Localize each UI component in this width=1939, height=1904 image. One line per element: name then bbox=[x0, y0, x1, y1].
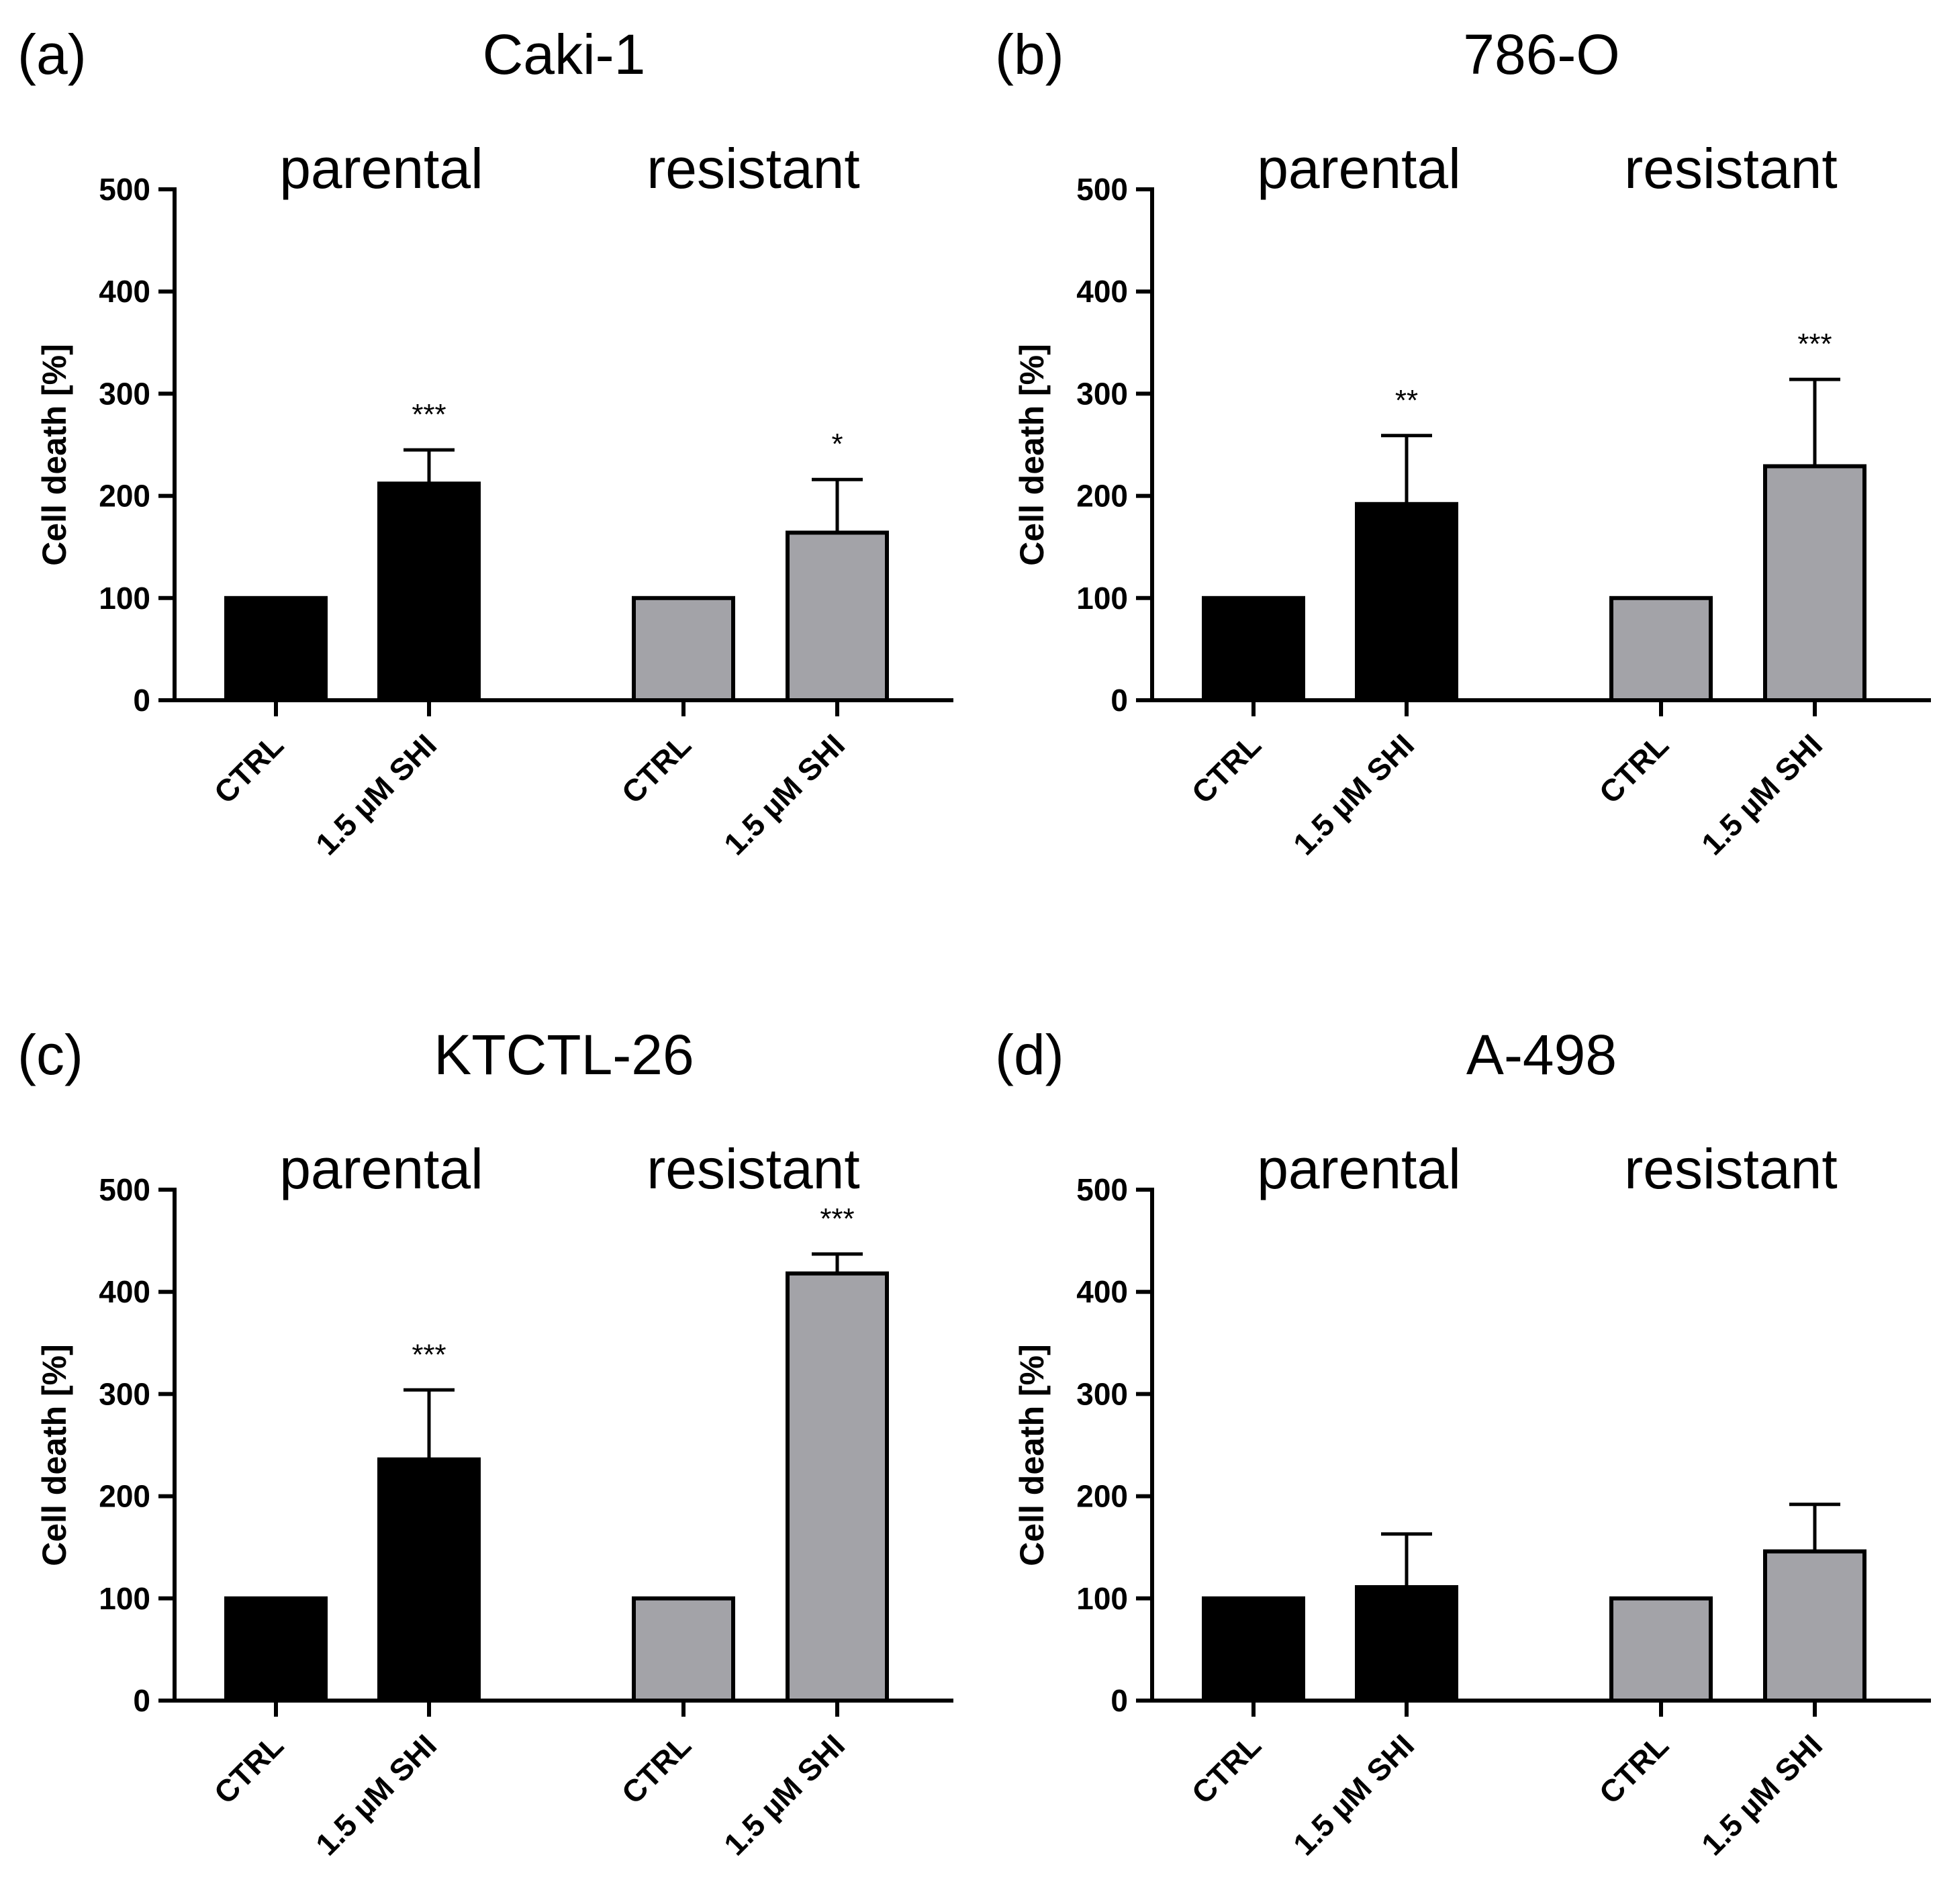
bar-resistant bbox=[786, 1271, 889, 1703]
y-tick-label: 0 bbox=[1110, 1683, 1128, 1718]
y-tick-label: 500 bbox=[1076, 172, 1128, 207]
y-axis-label: Cell death [%] bbox=[36, 344, 73, 566]
panel-title: KTCTL-26 bbox=[434, 1023, 694, 1086]
y-tick-label: 0 bbox=[1110, 683, 1128, 718]
bar-parental bbox=[377, 1457, 481, 1703]
y-tick-label: 300 bbox=[99, 376, 150, 411]
bar-parental bbox=[1202, 596, 1305, 702]
bar-resistant bbox=[1763, 464, 1866, 702]
significance-label: * bbox=[831, 428, 843, 461]
bar-parental bbox=[1355, 1585, 1458, 1703]
x-category-label: CTRL bbox=[207, 1727, 290, 1810]
bar-parental bbox=[224, 596, 328, 702]
y-tick-label: 300 bbox=[1076, 1376, 1128, 1411]
bar-resistant bbox=[632, 1596, 735, 1703]
significance-label: *** bbox=[1797, 328, 1832, 361]
y-tick-label: 200 bbox=[1076, 479, 1128, 514]
group-label-parental: parental bbox=[1257, 137, 1461, 200]
significance-label: *** bbox=[412, 1338, 446, 1371]
y-tick-label: 200 bbox=[99, 1479, 150, 1514]
group-label-resistant: resistant bbox=[647, 1137, 859, 1200]
bar-parental bbox=[1202, 1596, 1305, 1703]
group-label-resistant: resistant bbox=[1624, 1137, 1837, 1200]
y-tick-label: 300 bbox=[1076, 376, 1128, 411]
bar-resistant bbox=[1609, 1596, 1713, 1703]
y-tick-label: 200 bbox=[99, 479, 150, 514]
y-tick-label: 500 bbox=[1076, 1172, 1128, 1207]
x-category-label: CTRL bbox=[1185, 1727, 1268, 1810]
bar-resistant bbox=[632, 596, 735, 702]
y-axis-label: Cell death [%] bbox=[1013, 344, 1051, 566]
x-category-label: 1.5 µM SHI bbox=[717, 727, 851, 861]
x-category-label: 1.5 µM SHI bbox=[1695, 727, 1829, 861]
x-category-label: 1.5 µM SHI bbox=[1286, 1727, 1421, 1862]
group-label-parental: parental bbox=[279, 137, 483, 200]
panel-letter: (b) bbox=[995, 23, 1064, 86]
bar-parental bbox=[224, 1596, 328, 1703]
x-category-label: 1.5 µM SHI bbox=[1286, 727, 1421, 861]
y-axis-label: Cell death [%] bbox=[36, 1344, 73, 1566]
panel-2: (c) KTCTL-26 parental resistant Cell death [… bbox=[17, 1023, 953, 1862]
y-tick-label: 0 bbox=[133, 683, 150, 718]
group-label-resistant: resistant bbox=[647, 137, 859, 200]
significance-label: *** bbox=[412, 398, 446, 431]
y-tick-label: 300 bbox=[99, 1376, 150, 1411]
bar-resistant bbox=[1609, 596, 1713, 702]
bar-parental bbox=[377, 481, 481, 702]
y-tick-label: 100 bbox=[99, 1581, 150, 1616]
y-tick-label: 500 bbox=[99, 172, 150, 207]
significance-label: ** bbox=[1395, 384, 1418, 417]
panel-letter: (a) bbox=[17, 23, 87, 86]
panel-title: Caki-1 bbox=[483, 23, 646, 86]
panel-letter: (d) bbox=[995, 1023, 1064, 1086]
y-tick-label: 400 bbox=[1076, 274, 1128, 309]
significance-label: *** bbox=[820, 1202, 854, 1235]
group-label-parental: parental bbox=[279, 1137, 483, 1200]
x-category-label: CTRL bbox=[615, 727, 698, 810]
bar-resistant bbox=[1763, 1549, 1866, 1703]
y-tick-label: 100 bbox=[1076, 1581, 1128, 1616]
x-category-label: 1.5 µM SHI bbox=[309, 1727, 443, 1862]
y-tick-label: 500 bbox=[99, 1172, 150, 1207]
y-tick-label: 400 bbox=[99, 274, 150, 309]
x-category-label: CTRL bbox=[1185, 727, 1268, 810]
panel-letter: (c) bbox=[17, 1023, 83, 1086]
group-label-resistant: resistant bbox=[1624, 137, 1837, 200]
y-tick-label: 0 bbox=[133, 1683, 150, 1718]
x-category-label: CTRL bbox=[615, 1727, 698, 1810]
x-category-label: CTRL bbox=[1593, 727, 1675, 810]
x-category-label: 1.5 µM SHI bbox=[1695, 1727, 1829, 1862]
x-category-label: 1.5 µM SHI bbox=[309, 727, 443, 861]
panel-title: 786-O bbox=[1463, 23, 1619, 86]
group-label-parental: parental bbox=[1257, 1137, 1461, 1200]
bar-parental bbox=[1355, 502, 1458, 702]
y-tick-label: 400 bbox=[1076, 1274, 1128, 1309]
y-axis-label: Cell death [%] bbox=[1013, 1344, 1051, 1566]
x-category-label: CTRL bbox=[1593, 1727, 1675, 1810]
panel-title: A-498 bbox=[1466, 1023, 1617, 1086]
y-tick-label: 100 bbox=[1076, 581, 1128, 616]
x-category-label: 1.5 µM SHI bbox=[717, 1727, 851, 1862]
bar-resistant bbox=[786, 530, 889, 703]
y-tick-label: 200 bbox=[1076, 1479, 1128, 1514]
x-category-label: CTRL bbox=[207, 727, 290, 810]
y-tick-label: 400 bbox=[99, 1274, 150, 1309]
y-tick-label: 100 bbox=[99, 581, 150, 616]
